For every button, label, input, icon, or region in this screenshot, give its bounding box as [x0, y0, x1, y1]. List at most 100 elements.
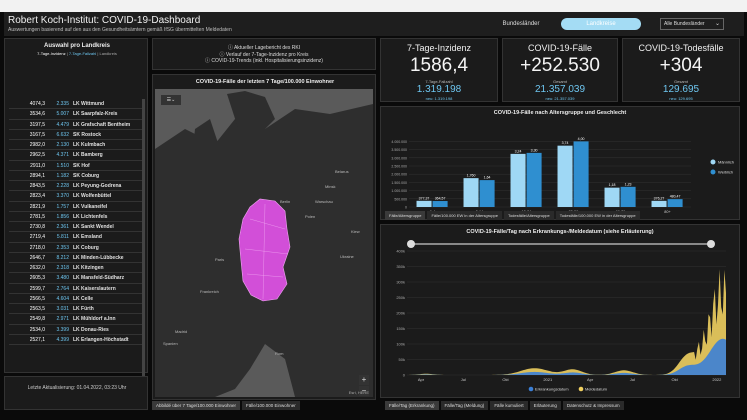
list-item[interactable]: 2823,4 3.370 LK Wolfenbüttel [9, 191, 143, 202]
list-item[interactable]: 2563,5 3.031 LK Fürth [9, 304, 143, 315]
area-chart-tab-4[interactable]: Datenschutz & Impressum [562, 401, 624, 410]
bar-weiblich[interactable] [620, 186, 636, 207]
bar-chart-tab-1[interactable]: Fälle/100.000 EW in der Altersgruppe [427, 211, 502, 220]
bar-weiblich[interactable] [479, 180, 495, 207]
region-select[interactable]: Alle Bundesländer ⌄ [660, 18, 724, 30]
bar-chart-tab-0[interactable]: Fälle/Altersgruppe [385, 211, 426, 220]
row-landkreis: LK Fürth [73, 306, 94, 312]
dashboard-subtitle: Auswertungen basierend auf den aus den G… [8, 27, 232, 33]
bar-männlich[interactable] [510, 153, 526, 207]
row-landkreis: LK Celle [73, 295, 94, 302]
row-inzidenz: 2719,4 [29, 234, 45, 241]
bar-weiblich[interactable] [432, 201, 448, 207]
x-tick-label: Jul [630, 377, 635, 382]
list-item[interactable]: 2821,9 1.757 LK Vulkaneifel [9, 202, 143, 212]
tab-map-7tage[interactable]: Abbildé über 7 Tage/100.000 Einwohner [152, 401, 240, 410]
list-item[interactable]: 2982,0 2.130 LK Kulmbach [9, 140, 143, 151]
list-item[interactable]: 4074,3 2.335 LK Wittmund [9, 99, 143, 110]
list-item[interactable]: 2719,4 5.811 LK Emsland [9, 232, 143, 243]
bar-weiblich[interactable] [667, 199, 683, 207]
area-chart-tab-3[interactable]: Erläuterung [529, 401, 561, 410]
list-item[interactable]: 3197,5 4.479 LK Grafschaft Bentheim [9, 120, 143, 130]
list-item[interactable]: 2730,8 2.361 LK Sankt Wendel [9, 222, 143, 233]
list-item[interactable]: 2599,7 2.764 LK Kaiserslautern [9, 284, 143, 294]
list-item[interactable]: 3534,6 5.007 LK Saarpfalz-Kreis [9, 109, 143, 120]
map-tabs: Abbildé über 7 Tage/100.000 Einwohner Fäl… [152, 401, 302, 410]
range-end-handle[interactable] [707, 240, 715, 248]
row-fallzahl: 4.604 [56, 295, 69, 302]
map-label-ukraine: Ukraine [340, 254, 354, 259]
list-item[interactable]: 2605,3 3.480 LK Mansfeld-Südharz [9, 273, 143, 284]
area-chart-tab-2[interactable]: Fälle kumuliert [490, 401, 528, 410]
list-item[interactable]: 3167,5 6.632 SK Rostock [9, 130, 143, 140]
row-inzidenz: 2730,8 [29, 224, 45, 230]
time-range-slider[interactable] [407, 240, 715, 248]
bar-chart-title: COVID-19-Fälle nach Altersgruppe und Ges… [493, 110, 627, 116]
y-tick-label: 200k [396, 311, 405, 316]
list-item[interactable]: 2527,1 4.399 LK Erlangen-Höchstadt [9, 335, 143, 345]
legend-swatch [710, 159, 716, 165]
row-inzidenz: 2962,5 [29, 152, 45, 159]
row-fallzahl: 4.371 [56, 152, 69, 159]
list-item[interactable]: 2962,5 4.371 LK Bamberg [9, 150, 143, 161]
list-item[interactable]: 2911,0 1.510 SK Hof [9, 161, 143, 171]
link-trends[interactable]: ⓘ COVID-19-Trends (inkl. Hospitalisierun… [205, 58, 323, 64]
list-item[interactable]: 2534,0 3.399 LK Donau-Ries [9, 325, 143, 335]
bar-data-label: 3,74 [562, 141, 569, 145]
row-landkreis: LK Mansfeld-Südharz [73, 275, 125, 282]
zoom-in-icon[interactable]: + [359, 375, 369, 385]
area-chart-tab-0[interactable]: Fälle/Tag (Erkrankung) [385, 401, 439, 410]
landkreise-button[interactable]: Landkreise [561, 18, 641, 30]
list-item[interactable]: 2566,5 4.604 LK Celle [9, 294, 143, 304]
legend-landkreis: Landkreis [99, 51, 117, 56]
row-landkreis: LK Mühldorf a.Inn [73, 316, 116, 323]
link-lagebericht[interactable]: ⓘ Aktueller Lagebericht des RKI [227, 45, 301, 51]
bar-männlich[interactable] [651, 200, 667, 207]
germany-shape[interactable] [238, 198, 291, 302]
list-item[interactable]: 2781,5 1.856 LK Lichtenfels [9, 212, 143, 222]
map-britain [190, 119, 220, 199]
kpi-value: 1586,4 [409, 55, 469, 76]
row-landkreis: LK Erlangen-Höchstadt [73, 336, 129, 343]
list-item[interactable]: 2632,0 2.318 LK Kitzingen [9, 263, 143, 274]
x-tick-label: Apr [418, 377, 425, 382]
bar-männlich[interactable] [416, 200, 432, 207]
bar-weiblich[interactable] [526, 152, 542, 207]
bar-data-label: 1,760 [467, 174, 476, 178]
meldedatum-area[interactable] [407, 269, 726, 375]
zoom-out-icon[interactable]: − [359, 386, 369, 396]
row-fallzahl: 1.510 [56, 162, 69, 169]
bar-männlich[interactable] [463, 178, 479, 207]
row-inzidenz: 2534,0 [29, 326, 45, 333]
kpi-sub: 129.695 [662, 84, 700, 95]
row-landkreis: LK Wolfenbüttel [73, 193, 112, 200]
landkreis-list[interactable]: 4074,3 2.335 LK Wittmund 3534,6 5.007 LK Saar… [9, 99, 143, 345]
list-item[interactable]: 2894,1 1.182 SK Coburg [9, 171, 143, 181]
bar-weiblich[interactable] [573, 141, 589, 207]
map-area[interactable]: ☰⌄ + − Esri, HERE Minsk Kiew Polen Berli… [155, 89, 373, 397]
tab-map-faelle[interactable]: Fälle/100.000 Einwohner [241, 401, 300, 410]
bar-männlich[interactable] [557, 145, 573, 207]
y-tick-label: 400k [396, 249, 405, 254]
erkrankungsdatum-area[interactable] [407, 338, 726, 375]
row-inzidenz: 2718,0 [29, 244, 45, 251]
bar-chart-tab-3[interactable]: Todesfälle/100.000 EW in der Altersgrupp… [555, 211, 640, 220]
layer-toggle-icon[interactable]: ☰⌄ [161, 95, 181, 105]
map-label-madrid: Madrid [175, 329, 188, 334]
list-scrollbar[interactable] [142, 99, 145, 399]
bundeslaender-button[interactable]: Bundesländer [502, 21, 540, 27]
x-tick-label: Okt [502, 377, 509, 382]
link-verlauf-inzidenz[interactable]: ⓘ Verlauf der 7-Tage-Inzidenz pro Kreis [219, 51, 309, 58]
list-item[interactable]: 2646,7 8.212 LK Minden-Lübbecke [9, 253, 143, 263]
row-fallzahl: 3.480 [56, 275, 69, 282]
list-item[interactable]: 2718,0 2.353 LK Coburg [9, 243, 143, 253]
range-start-handle[interactable] [407, 240, 415, 248]
list-item[interactable]: 2843,5 2.228 LK Peyung-Godrena [9, 181, 143, 192]
map-label-rom: Rom [275, 351, 284, 356]
bar-chart-tab-2[interactable]: Todesfälle/Altersgruppe [503, 211, 554, 220]
area-chart-tab-1[interactable]: Fälle/Tag (Meldung) [440, 401, 489, 410]
list-item[interactable]: 2549,8 2.971 LK Mühldorf a.Inn [9, 314, 143, 325]
x-tick-label: 80+ [664, 210, 671, 214]
row-inzidenz: 2781,5 [29, 213, 45, 220]
bar-männlich[interactable] [604, 187, 620, 207]
